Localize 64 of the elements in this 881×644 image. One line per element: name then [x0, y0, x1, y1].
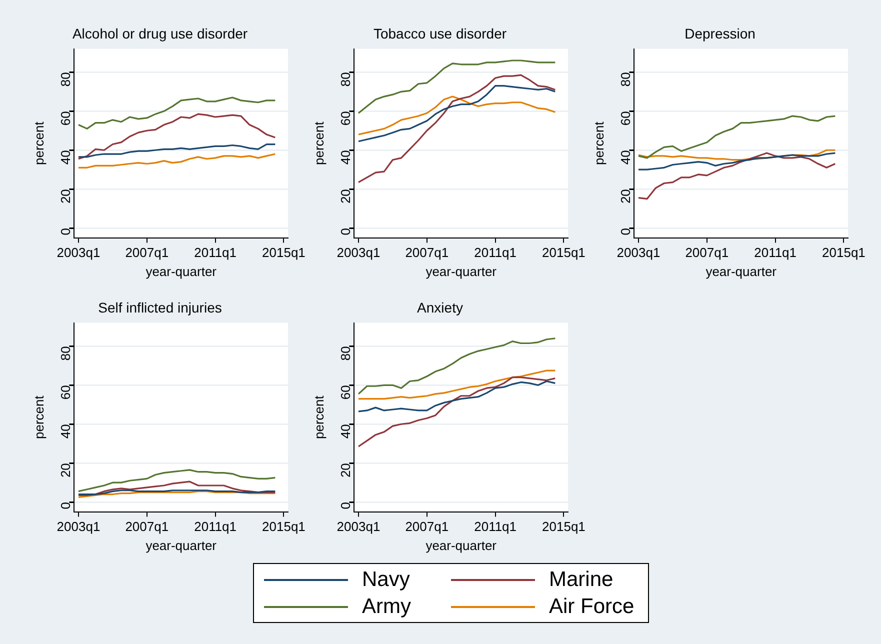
x-axis-title: year-quarter: [426, 264, 498, 279]
x-tick-label: 2007q1: [685, 245, 729, 260]
chart-title: Alcohol or drug use disorder: [72, 25, 248, 42]
y-tick-label: 60: [58, 111, 73, 126]
chart-title: Anxiety: [417, 299, 463, 316]
x-tick-label: 2011q1: [754, 245, 797, 260]
x-tick-label: 2011q1: [194, 245, 237, 260]
y-tick-label: 20: [58, 463, 73, 478]
x-axis-title: year-quarter: [146, 538, 218, 553]
x-tick-label: 2003q1: [616, 245, 660, 260]
y-tick-label: 60: [338, 111, 353, 126]
chart-title: Tobacco use disorder: [373, 25, 507, 42]
x-tick-label: 2003q1: [56, 519, 100, 534]
y-axis-title: percent: [311, 121, 326, 165]
legend-label: Marine: [549, 568, 614, 592]
y-tick-label: 80: [338, 346, 353, 361]
chart-title: Self inflicted injuries: [98, 299, 222, 316]
y-tick-label: 40: [338, 150, 353, 165]
x-axis-title: year-quarter: [146, 264, 218, 279]
x-tick-label: 2015q1: [542, 245, 586, 260]
x-tick-label: 2007q1: [125, 245, 169, 260]
y-axis-title: percent: [311, 395, 326, 439]
x-tick-label: 2011q1: [474, 519, 517, 534]
y-tick-label: 20: [58, 189, 73, 204]
x-tick-label: 2007q1: [405, 519, 449, 534]
y-tick-label: 60: [58, 385, 73, 400]
x-tick-label: 2011q1: [194, 519, 237, 534]
y-tick-label: 80: [338, 72, 353, 87]
y-tick-label: 20: [338, 463, 353, 478]
y-tick-label: 0: [58, 228, 73, 236]
x-tick-label: 2007q1: [125, 519, 169, 534]
x-tick-label: 2003q1: [56, 245, 100, 260]
y-tick-label: 80: [618, 72, 633, 87]
legend-label: Air Force: [549, 594, 634, 618]
y-tick-label: 60: [618, 111, 633, 126]
chart-title: Depression: [684, 25, 756, 42]
y-tick-label: 80: [58, 72, 73, 87]
legend-label: Navy: [362, 568, 410, 592]
y-axis-title: percent: [31, 395, 46, 439]
y-tick-label: 80: [58, 346, 73, 361]
y-tick-label: 40: [58, 424, 73, 439]
x-tick-label: 2015q1: [822, 245, 866, 260]
x-tick-label: 2007q1: [405, 245, 449, 260]
y-tick-label: 0: [338, 502, 353, 510]
x-axis-title: year-quarter: [706, 264, 778, 279]
y-axis-title: percent: [591, 121, 606, 165]
x-tick-label: 2003q1: [336, 519, 380, 534]
x-tick-label: 2003q1: [336, 245, 380, 260]
x-tick-label: 2015q1: [542, 519, 586, 534]
y-tick-label: 0: [338, 228, 353, 236]
y-tick-label: 20: [338, 189, 353, 204]
x-axis-title: year-quarter: [426, 538, 498, 553]
y-tick-label: 40: [58, 150, 73, 165]
y-tick-label: 0: [58, 502, 73, 510]
y-tick-label: 40: [338, 424, 353, 439]
legend-label: Army: [362, 594, 411, 618]
x-tick-label: 2015q1: [262, 245, 306, 260]
x-tick-label: 2011q1: [474, 245, 517, 260]
y-tick-label: 20: [618, 189, 633, 204]
y-tick-label: 40: [618, 150, 633, 165]
y-tick-label: 0: [618, 228, 633, 236]
x-tick-label: 2015q1: [262, 519, 306, 534]
y-tick-label: 60: [338, 385, 353, 400]
y-axis-title: percent: [31, 121, 46, 165]
